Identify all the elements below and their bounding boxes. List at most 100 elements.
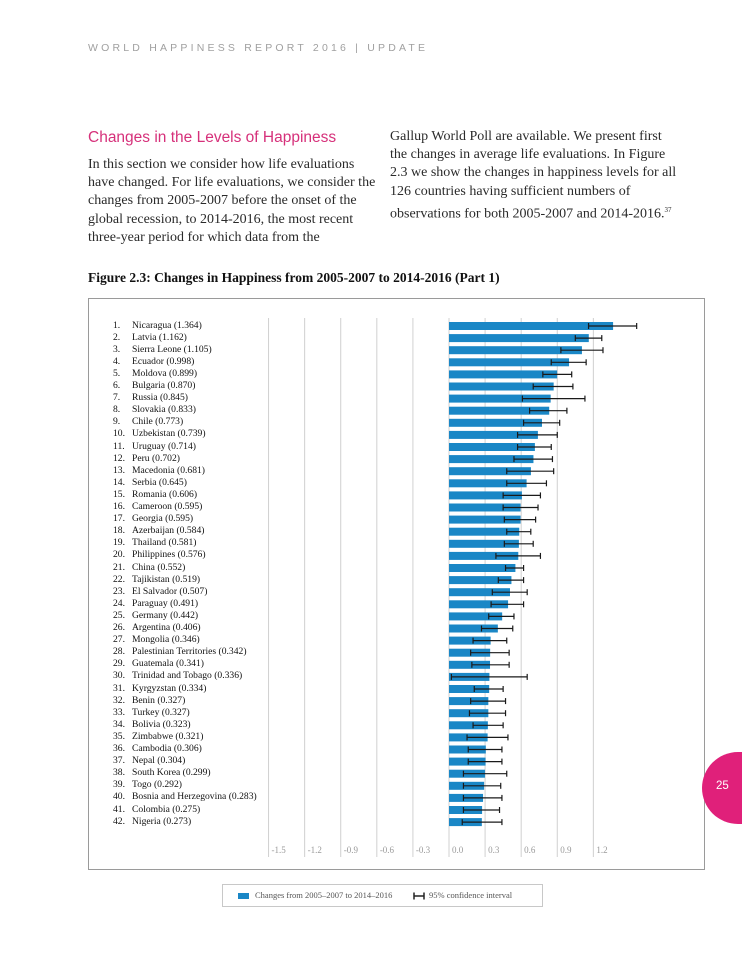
row-rank: 23. bbox=[113, 585, 125, 597]
bar bbox=[449, 648, 491, 657]
row-rank: 1. bbox=[113, 319, 121, 331]
bar bbox=[449, 491, 522, 500]
bar bbox=[449, 539, 519, 548]
bar bbox=[449, 757, 486, 766]
bar bbox=[449, 346, 582, 355]
country-label: Kyrgyzstan (0.334) bbox=[132, 682, 207, 694]
confidence-interval-icon bbox=[413, 892, 425, 900]
row-rank: 4. bbox=[113, 355, 121, 367]
country-label: Paraguay (0.491) bbox=[132, 597, 199, 609]
body-paragraph-right: Gallup World Poll are available. We pres… bbox=[390, 128, 682, 224]
bar bbox=[449, 503, 521, 512]
country-label: Turkey (0.327) bbox=[132, 706, 190, 718]
country-label: Cameroon (0.595) bbox=[132, 501, 203, 512]
country-label: Moldova (0.899) bbox=[132, 367, 198, 379]
bar bbox=[449, 709, 489, 718]
bar bbox=[449, 745, 486, 754]
legend-ci-label: 95% confidence interval bbox=[429, 890, 513, 900]
country-label: Thailand (0.581) bbox=[132, 537, 197, 549]
country-label: South Korea (0.299) bbox=[132, 767, 211, 779]
bar bbox=[449, 612, 503, 621]
row-rank: 42. bbox=[113, 815, 125, 827]
x-tick-label: -1.5 bbox=[271, 845, 286, 855]
country-label: Philippines (0.576) bbox=[132, 549, 206, 561]
country-label: Georgia (0.595) bbox=[132, 513, 194, 525]
row-rank: 25. bbox=[113, 609, 125, 621]
bar bbox=[449, 527, 520, 536]
bar bbox=[449, 322, 614, 330]
x-tick-label: -0.3 bbox=[415, 845, 431, 855]
chart-frame bbox=[88, 298, 705, 870]
country-label: Peru (0.702) bbox=[132, 452, 180, 464]
footnote-ref[interactable]: 37 bbox=[664, 205, 672, 214]
x-tick-label: 0.0 bbox=[452, 845, 464, 855]
bar bbox=[449, 479, 527, 488]
country-label: Argentina (0.406) bbox=[132, 622, 201, 633]
row-rank: 11. bbox=[113, 440, 125, 452]
row-rank: 22. bbox=[113, 573, 125, 585]
row-rank: 19. bbox=[113, 537, 125, 549]
row-rank: 33. bbox=[113, 706, 125, 718]
bar bbox=[449, 382, 554, 391]
page-number: 25 bbox=[716, 780, 729, 792]
row-rank: 17. bbox=[113, 513, 125, 525]
bar bbox=[449, 721, 488, 730]
bar bbox=[449, 588, 510, 597]
row-rank: 12. bbox=[113, 452, 125, 464]
legend-bar-label: Changes from 2005–2007 to 2014–2016 bbox=[255, 890, 393, 900]
row-rank: 10. bbox=[113, 428, 125, 440]
country-label: Mongolia (0.346) bbox=[132, 634, 200, 646]
body-paragraph-left: In this section we consider how life eva… bbox=[88, 157, 376, 245]
country-label: Benin (0.327) bbox=[132, 694, 186, 706]
bar bbox=[449, 564, 516, 572]
chart-legend: Changes from 2005–2007 to 2014–2016 95% … bbox=[222, 884, 543, 907]
row-rank: 34. bbox=[113, 718, 125, 730]
country-label: Zimbabwe (0.321) bbox=[132, 730, 204, 742]
country-label: Togo (0.292) bbox=[132, 779, 182, 791]
bar bbox=[449, 406, 550, 415]
bar bbox=[449, 443, 535, 451]
bar bbox=[449, 600, 509, 609]
row-rank: 28. bbox=[113, 646, 125, 658]
country-label: China (0.552) bbox=[132, 561, 186, 573]
country-label: Macedonia (0.681) bbox=[132, 464, 205, 476]
country-label: Nicaragua (1.364) bbox=[132, 319, 202, 331]
row-rank: 39. bbox=[113, 779, 125, 791]
country-label: Sierra Leone (1.105) bbox=[132, 343, 212, 355]
row-rank: 41. bbox=[113, 803, 125, 815]
country-label: Bulgaria (0.870) bbox=[132, 380, 196, 391]
bar bbox=[449, 576, 512, 585]
country-label: Bolivia (0.323) bbox=[132, 718, 191, 730]
row-rank: 2. bbox=[113, 331, 121, 343]
running-head: WORLD HAPPINESS REPORT 2016 | UPDATE bbox=[88, 42, 429, 54]
row-rank: 26. bbox=[113, 622, 125, 633]
country-label: Cambodia (0.306) bbox=[132, 743, 202, 754]
x-tick-label: 1.2 bbox=[596, 845, 608, 855]
figure-title: Figure 2.3: Changes in Happiness from 20… bbox=[88, 270, 500, 285]
country-label: Slovakia (0.833) bbox=[132, 404, 196, 416]
row-rank: 14. bbox=[113, 476, 125, 488]
body-paragraph-right-text: Gallup World Poll are available. We pres… bbox=[390, 129, 677, 222]
bar bbox=[449, 334, 589, 343]
row-rank: 20. bbox=[113, 549, 125, 561]
bar bbox=[449, 624, 498, 633]
row-rank: 15. bbox=[113, 488, 125, 500]
country-label: Serbia (0.645) bbox=[132, 476, 187, 488]
bar bbox=[449, 685, 490, 693]
row-rank: 6. bbox=[113, 380, 121, 391]
x-tick-label: 0.9 bbox=[560, 845, 572, 855]
row-rank: 16. bbox=[113, 501, 125, 512]
row-rank: 24. bbox=[113, 597, 125, 609]
country-label: Nepal (0.304) bbox=[132, 755, 186, 767]
x-tick-label: 0.3 bbox=[488, 845, 500, 855]
row-rank: 21. bbox=[113, 561, 125, 573]
bar bbox=[449, 660, 491, 669]
row-rank: 36. bbox=[113, 743, 125, 754]
row-rank: 30. bbox=[113, 670, 125, 682]
country-label: Nigeria (0.273) bbox=[132, 815, 192, 827]
country-label: Palestinian Territories (0.342) bbox=[132, 646, 247, 658]
x-tick-label: 0.6 bbox=[524, 845, 536, 855]
row-rank: 18. bbox=[113, 525, 125, 537]
row-rank: 32. bbox=[113, 694, 125, 706]
country-label: Romania (0.606) bbox=[132, 488, 198, 500]
